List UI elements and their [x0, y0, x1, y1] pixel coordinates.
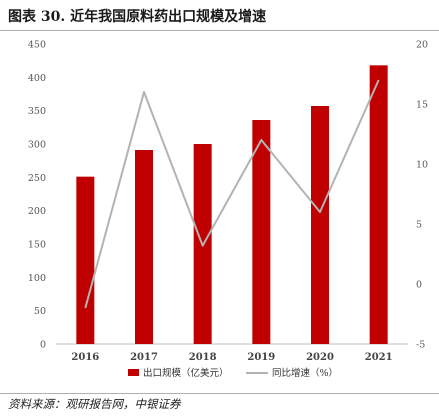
axes: 0 50 100 150 200 250 300 350 400 450 -5 0 5 10 15 20 201…: [28, 40, 428, 364]
bar: [76, 176, 95, 344]
right-tick-label: 20: [416, 40, 428, 51]
right-tick-label: -5: [416, 340, 425, 351]
legend-label-line: 同比增速（%）: [272, 367, 338, 379]
growth-polyline: [84, 79, 380, 309]
category-label: 2020: [306, 352, 334, 363]
right-tick-label: 5: [416, 220, 422, 231]
left-tick-label: 0: [40, 340, 46, 351]
category-label: 2018: [189, 352, 217, 363]
category-label: 2016: [71, 352, 99, 363]
left-tick-label: 50: [34, 306, 46, 317]
left-tick-label: 450: [28, 40, 46, 51]
bottom-rule: [0, 393, 439, 394]
left-tick-label: 150: [28, 240, 46, 251]
left-tick-label: 200: [28, 206, 46, 217]
left-tick-label: 350: [28, 106, 46, 117]
category-label: 2017: [130, 352, 158, 363]
legend: 出口规模（亿美元） 同比增速（%）: [128, 367, 338, 379]
source-note: 资料来源：观研报告网，中银证券: [8, 397, 181, 411]
growth-line: [84, 79, 380, 309]
bar: [252, 120, 271, 344]
chart: 0 50 100 150 200 250 300 350 400 450 -5 0 5 10 15 20 201…: [28, 40, 428, 380]
bar: [135, 150, 153, 344]
right-tick-label: 0: [416, 280, 422, 291]
bars: [76, 65, 388, 345]
legend-swatch-bar: [128, 369, 139, 376]
bar: [311, 106, 329, 344]
left-tick-label: 300: [28, 140, 46, 151]
bar: [369, 65, 388, 345]
right-tick-label: 10: [416, 160, 428, 171]
left-tick-label: 400: [28, 73, 46, 84]
right-tick-label: 15: [416, 100, 428, 111]
category-label: 2019: [247, 352, 275, 363]
left-tick-label: 250: [28, 173, 46, 184]
chart-title: 图表 30. 近年我国原料药出口规模及增速: [8, 9, 267, 25]
left-tick-label: 100: [28, 273, 46, 284]
category-label: 2021: [365, 352, 393, 363]
legend-label-bar: 出口规模（亿美元）: [143, 367, 229, 379]
top-rule: [0, 30, 439, 31]
